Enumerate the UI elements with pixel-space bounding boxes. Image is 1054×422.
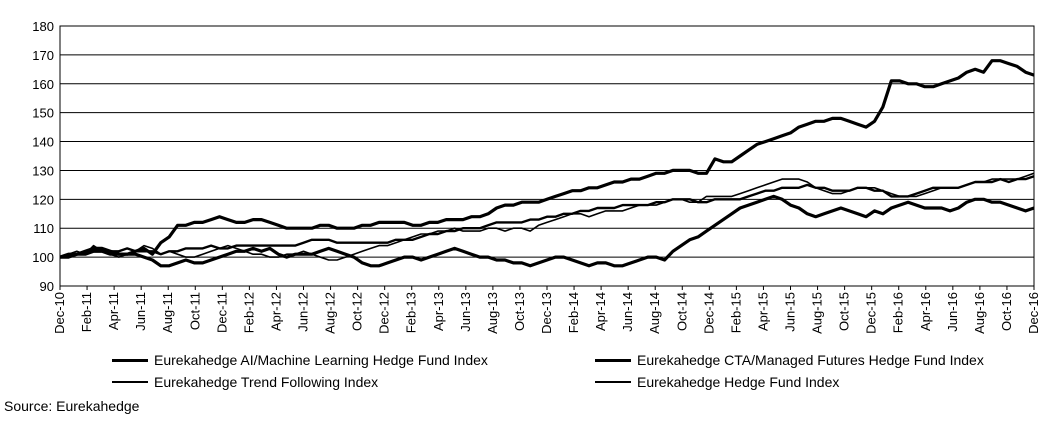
- x-tick-label: Feb-11: [79, 292, 94, 332]
- x-tick-label: Feb-13: [404, 292, 419, 333]
- x-tick-label: Jun-12: [296, 292, 311, 332]
- x-tick-label: Aug-13: [485, 292, 500, 334]
- x-tick-label: Dec-16: [1026, 292, 1041, 334]
- y-tick-label: 130: [32, 163, 54, 178]
- x-tick-label: Aug-12: [323, 292, 338, 334]
- x-tick-label: Apr-14: [593, 292, 608, 331]
- legend-swatch: [112, 359, 148, 362]
- x-axis-ticks: Dec-10 Feb-11 Apr-11 Jun-11 Aug-11 Oct-11 Dec-…: [52, 286, 1041, 334]
- y-tick-label: 90: [40, 279, 54, 294]
- y-tick-label: 120: [32, 192, 54, 207]
- source-note: Source: Eurekahedge: [4, 398, 139, 414]
- x-tick-label: Jun-15: [783, 292, 798, 332]
- legend-item-cta: Eurekahedge CTA/Managed Futures Hedge Fu…: [595, 352, 984, 368]
- x-tick-label: Oct-16: [999, 292, 1014, 331]
- legend-swatch: [595, 359, 631, 362]
- x-tick-label: Feb-14: [566, 292, 581, 333]
- x-tick-label: Oct-12: [350, 292, 365, 331]
- x-tick-label: Apr-12: [268, 292, 283, 331]
- y-tick-label: 150: [32, 106, 54, 121]
- x-tick-label: Jun-13: [458, 292, 473, 332]
- x-tick-label: Dec-12: [377, 292, 392, 334]
- legend-label: Eurekahedge Hedge Fund Index: [637, 374, 839, 390]
- line-chart: 90 100 110 120 130 140 150 160 170 180 Dec-10 Feb-…: [0, 0, 1054, 348]
- series-line-3: [60, 176, 1034, 257]
- y-tick-label: 180: [32, 19, 54, 34]
- legend-item-trend: Eurekahedge Trend Following Index: [112, 374, 378, 390]
- legend-label: Eurekahedge AI/Machine Learning Hedge Fu…: [154, 352, 488, 368]
- y-tick-label: 170: [32, 48, 54, 63]
- x-tick-label: Aug-16: [972, 292, 987, 334]
- x-tick-label: Dec-13: [539, 292, 554, 334]
- x-tick-label: Dec-11: [214, 292, 229, 333]
- x-tick-label: Jun-14: [620, 292, 635, 332]
- series-lines: [60, 61, 1034, 266]
- legend-item-ai-ml: Eurekahedge AI/Machine Learning Hedge Fu…: [112, 352, 488, 368]
- x-tick-label: Dec-14: [701, 292, 716, 334]
- x-tick-label: Aug-14: [647, 292, 662, 334]
- x-tick-label: Oct-15: [837, 292, 852, 331]
- x-tick-label: Dec-15: [864, 292, 879, 334]
- x-tick-label: Apr-16: [918, 292, 933, 331]
- x-tick-label: Feb-16: [891, 292, 906, 333]
- x-tick-label: Dec-10: [52, 292, 67, 334]
- legend-label: Eurekahedge CTA/Managed Futures Hedge Fu…: [637, 352, 984, 368]
- legend: Eurekahedge AI/Machine Learning Hedge Fu…: [0, 348, 1054, 398]
- x-tick-label: Aug-11: [160, 292, 175, 333]
- y-tick-label: 100: [32, 250, 54, 265]
- x-tick-label: Apr-11: [106, 292, 121, 330]
- legend-label: Eurekahedge Trend Following Index: [154, 374, 378, 390]
- legend-item-hedge: Eurekahedge Hedge Fund Index: [595, 374, 839, 390]
- x-tick-label: Aug-15: [810, 292, 825, 334]
- x-tick-label: Feb-12: [241, 292, 256, 333]
- y-tick-label: 110: [33, 221, 54, 236]
- x-tick-label: Oct-14: [674, 292, 689, 331]
- x-tick-label: Apr-13: [431, 292, 446, 331]
- x-tick-label: Oct-13: [512, 292, 527, 331]
- series-line-1: [60, 196, 1034, 265]
- x-tick-label: Feb-15: [728, 292, 743, 333]
- y-tick-label: 140: [32, 135, 54, 150]
- x-tick-label: Apr-15: [755, 292, 770, 331]
- x-tick-label: Jun-11: [133, 292, 148, 331]
- y-axis-ticks: 90 100 110 120 130 140 150 160 170 180: [32, 19, 54, 294]
- x-tick-label: Jun-16: [945, 292, 960, 332]
- legend-swatch: [112, 381, 148, 383]
- x-tick-label: Oct-11: [187, 292, 202, 330]
- y-tick-label: 160: [32, 77, 54, 92]
- legend-swatch: [595, 381, 631, 383]
- series-line-0: [60, 61, 1034, 257]
